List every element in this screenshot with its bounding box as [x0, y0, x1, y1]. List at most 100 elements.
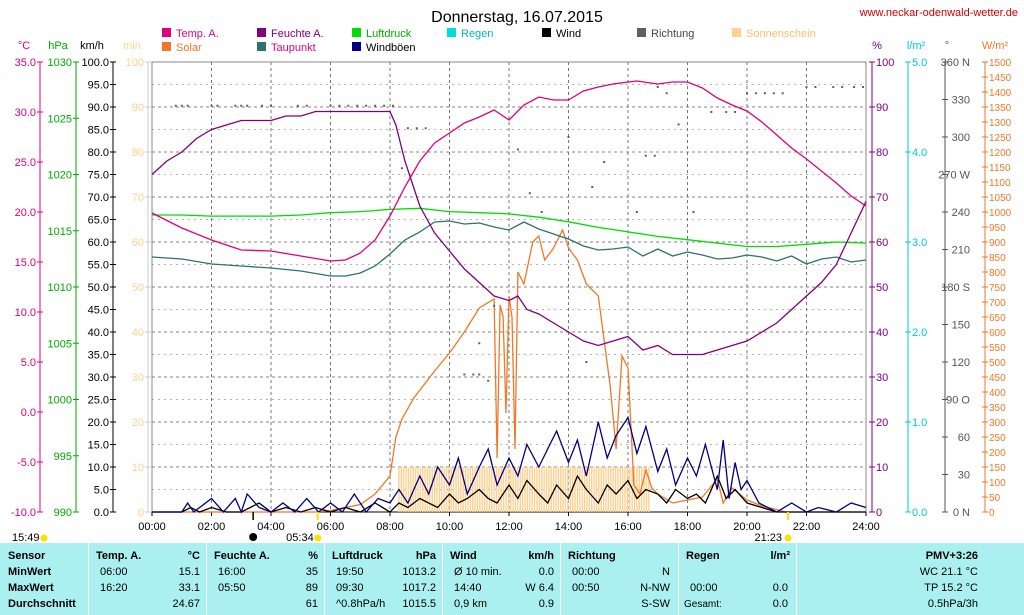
wind-axis-label: 25.0	[88, 395, 109, 407]
direction-axis-label: 0 N	[953, 507, 970, 519]
solar-axis-label: 350	[989, 403, 1006, 414]
legend-swatch	[162, 42, 171, 51]
series-line-luftdruck	[152, 207, 867, 248]
legend: Temp. A. Feuchte A. Luftdruck Regen Wind Rich…	[162, 28, 816, 54]
axis-unit: min	[123, 40, 141, 52]
x-tick-label: 06:00	[317, 521, 345, 533]
legend-swatch	[352, 42, 361, 51]
direction-point	[383, 104, 386, 107]
max-rain-time: 00:00	[690, 582, 718, 594]
solar-axis-label: 1400	[989, 88, 1012, 99]
direction-point	[692, 211, 695, 213]
direction-point	[805, 86, 808, 88]
x-tick-label: 12:00	[495, 521, 523, 533]
legend-label: Luftdruck	[366, 28, 412, 40]
legend-swatch	[352, 28, 361, 37]
solar-axis-label: 500	[989, 358, 1006, 369]
min-dir: N	[662, 566, 670, 578]
solar-axis-label: 1150	[989, 163, 1011, 174]
solar-axis-label: 750	[989, 283, 1006, 294]
wind-axis-label: 75.0	[88, 170, 109, 182]
direction-point	[391, 104, 394, 107]
direction-point	[174, 104, 177, 107]
pressure-axis-label: 1030	[48, 57, 72, 69]
rain-axis-label: 0.0	[912, 507, 927, 519]
sun-markers: 15:49 05:34 21:23	[12, 512, 792, 543]
min-wind: 0.0	[538, 566, 554, 578]
wind-axis-label: 35.0	[88, 350, 109, 362]
solar-axis-label: 100	[989, 478, 1006, 489]
weather-chart: Donnerstag, 16.07.2015 www.neckar-odenwa…	[11, 7, 1018, 543]
direction-point	[356, 104, 359, 107]
temp-axis-label: 0.0	[21, 407, 36, 419]
x-tick-label: 16:00	[614, 521, 642, 533]
direction-axis-label: 210	[952, 245, 970, 257]
direction-point	[754, 92, 757, 95]
pressure-axis-label: 1005	[48, 338, 72, 350]
legend-swatch	[637, 28, 646, 37]
x-tick-label: 14:00	[555, 521, 583, 533]
humidity-axis-label: 60	[876, 237, 888, 249]
header-humidity: Feuchte A.	[214, 550, 270, 562]
direction-point	[862, 86, 865, 88]
temp-axis-label: -10.0	[11, 507, 36, 519]
wind-axis-label: 40.0	[88, 327, 109, 339]
sunshine-axis-label: 0	[138, 507, 144, 519]
series-line-solar	[152, 228, 866, 513]
direction-point	[478, 342, 481, 345]
x-tick-label: 18:00	[674, 521, 702, 533]
direction-point	[472, 373, 475, 376]
wind-axis-label: 70.0	[88, 192, 109, 204]
sunshine-axis-label: 10	[132, 462, 144, 474]
max-press: 1017.2	[402, 582, 436, 594]
direction-point	[347, 104, 350, 107]
direction-point	[781, 92, 784, 95]
pressure-axis-label: 1000	[48, 395, 72, 407]
humidity-axis-label: 90	[876, 102, 888, 114]
temp-axis-label: 30.0	[15, 107, 36, 119]
direction-axis-label: 360 N	[941, 57, 970, 69]
temp-axis-label: 5.0	[21, 357, 36, 369]
legend-label: Temp. A.	[176, 28, 219, 40]
legend-label: Richtung	[651, 28, 694, 40]
pressure-axis-label: 995	[54, 451, 72, 463]
rain-axis-label: 5.0	[912, 57, 927, 69]
direction-point	[853, 86, 856, 88]
wind-axis-label: 10.0	[88, 462, 109, 474]
header-wind-unit: km/h	[528, 550, 554, 562]
max-dir-time: 00:50	[572, 582, 600, 594]
header-temp: Temp. A.	[96, 550, 142, 562]
min-dir-time: 00:00	[572, 566, 600, 578]
solar-axis-label: 1050	[989, 193, 1012, 204]
header-sensor: Sensor	[8, 550, 46, 562]
min-extra: WC 21.1 °C	[919, 566, 978, 578]
legend-label: Wind	[556, 28, 581, 40]
max-hum: 89	[305, 582, 318, 594]
solar-axis-label: 700	[989, 298, 1006, 309]
x-tick-label: 22:00	[793, 521, 821, 533]
direction-point	[677, 123, 680, 126]
legend-label: Sonnenschein	[746, 28, 816, 40]
wind-axis-label: 80.0	[88, 147, 109, 159]
direction-point	[725, 111, 728, 113]
sunshine-axis-label: 50	[132, 282, 144, 294]
grid	[151, 61, 867, 513]
sunshine-axis-label: 100	[126, 57, 144, 69]
direction-point	[665, 92, 668, 95]
rain-axis-label: 2.0	[912, 327, 927, 339]
direction-axis-label: 120	[952, 357, 970, 369]
sunshine-axis-label: 70	[132, 192, 144, 204]
header-direction: Richtung	[568, 550, 616, 562]
rain-axis-label: 4.0	[912, 147, 927, 159]
temp-axis-label: 25.0	[15, 157, 36, 169]
axis-unit-labels: °C hPa km/h min% l/m² ° W/m²	[18, 40, 1009, 52]
max-wind: W 6.4	[525, 582, 554, 594]
humidity-axis-label: 0	[876, 507, 882, 519]
solar-axis-label: 1450	[989, 73, 1012, 84]
humidity-axis-label: 70	[876, 192, 888, 204]
direction-point	[832, 86, 835, 88]
min-temp: 15.1	[178, 566, 200, 578]
solar-axis-label: 1250	[989, 133, 1012, 144]
sunshine-bars	[398, 467, 650, 512]
